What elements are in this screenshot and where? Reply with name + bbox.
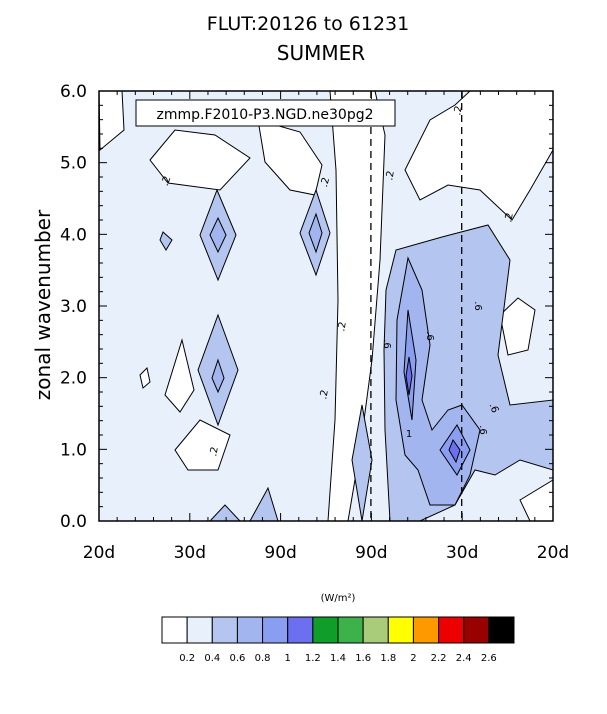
contour-region bbox=[159, 231, 173, 251]
colorbar-swatch bbox=[337, 616, 364, 644]
colorbar-label: 0.8 bbox=[255, 653, 271, 664]
chart-subtitle: SUMMER bbox=[277, 41, 365, 65]
contour-label: .2 bbox=[384, 170, 396, 181]
colorbar-units: (W/m²) bbox=[321, 593, 356, 604]
contour-label: .2 bbox=[319, 176, 332, 188]
x-tick-label: 30d bbox=[174, 543, 206, 563]
contour-label: 1 bbox=[406, 429, 412, 440]
colorbar-swatch bbox=[488, 616, 515, 644]
contour-label: .6 bbox=[424, 331, 435, 341]
colorbar-label: 1 bbox=[285, 653, 291, 664]
x-tick-label: 20d bbox=[537, 543, 569, 563]
colorbar-label: 2.6 bbox=[481, 653, 497, 664]
contour-region bbox=[174, 419, 231, 471]
y-tick-label: 1.0 bbox=[60, 440, 87, 460]
plot-area: .2 .2 .2 .2 .2 .2 .2 .2 .6 .6 .6 .6 .6 1… bbox=[60, 82, 569, 563]
y-tick-label: 2.0 bbox=[60, 369, 87, 389]
y-tick-label: 5.0 bbox=[60, 154, 87, 174]
colorbar-label: 0.6 bbox=[229, 653, 245, 664]
colorbar-swatch bbox=[262, 616, 289, 644]
x-tick-labels: 20d 30d 90d 90d 30d 20d bbox=[83, 543, 569, 563]
x-tick-label: 20d bbox=[83, 543, 115, 563]
colorbar-label: 0.4 bbox=[204, 653, 220, 664]
contour-label: .6 bbox=[477, 425, 488, 435]
colorbar-swatch bbox=[312, 616, 339, 644]
colorbar-swatch bbox=[236, 616, 264, 644]
colorbar-label: 2 bbox=[410, 653, 416, 664]
contour-label: .2 bbox=[452, 105, 464, 116]
y-tick-label: 4.0 bbox=[60, 225, 87, 245]
colorbar-swatch bbox=[463, 616, 490, 644]
contour-label: .6 bbox=[472, 301, 483, 311]
y-tick-labels: 0.0 1.0 2.0 3.0 4.0 5.0 6.0 bbox=[60, 82, 87, 532]
colorbar-swatch bbox=[287, 616, 314, 644]
colorbar-label: 1.2 bbox=[305, 653, 321, 664]
contour-label: .2 bbox=[160, 175, 174, 188]
colorbar-swatch bbox=[438, 616, 465, 644]
y-axis-label: zonal wavenumber bbox=[31, 209, 55, 400]
colorbar-swatch bbox=[211, 616, 238, 644]
contour-region bbox=[149, 129, 251, 191]
contour-label: .6 bbox=[381, 339, 392, 349]
chart-title: FLUT:20126 to 61231 bbox=[207, 13, 409, 35]
x-tick-label: 90d bbox=[264, 543, 296, 563]
contour-region bbox=[404, 90, 554, 221]
contour-label: .6 bbox=[487, 402, 501, 415]
y-tick-label: 3.0 bbox=[60, 297, 87, 317]
contour-region bbox=[327, 90, 386, 522]
colorbar-label: 2.4 bbox=[456, 653, 472, 664]
colorbar-label: 1.4 bbox=[330, 653, 346, 664]
colorbar-label: 0.2 bbox=[179, 653, 195, 664]
colorbar-swatch bbox=[161, 616, 188, 644]
colorbar-label: 2.2 bbox=[431, 653, 447, 664]
y-tick-label: 0.0 bbox=[60, 512, 87, 532]
colorbar-swatch bbox=[412, 616, 440, 644]
contour-region bbox=[448, 438, 461, 464]
y-tick-label: 6.0 bbox=[60, 82, 87, 102]
colorbar-swatch bbox=[362, 616, 389, 644]
x-tick-label: 90d bbox=[355, 543, 387, 563]
contour-region bbox=[405, 356, 413, 396]
annotation-text: zmmp.F2010-P3.NGD.ne30pg2 bbox=[156, 107, 373, 123]
contour-region bbox=[308, 212, 323, 254]
contour-region bbox=[499, 297, 536, 356]
contour-region bbox=[211, 358, 225, 394]
contour-region bbox=[139, 366, 151, 389]
contour-label: .2 bbox=[503, 212, 515, 223]
annotation-box bbox=[135, 99, 396, 127]
colorbar-swatch bbox=[387, 616, 414, 644]
colorbar-swatch bbox=[186, 616, 213, 644]
contour-region bbox=[164, 338, 195, 413]
colorbar: 0.2 0.4 0.6 0.8 1 1.2 1.4 1.6 1.8 2 2.2 2.4 2.6 bbox=[161, 616, 515, 664]
x-tick-label: 30d bbox=[446, 543, 478, 563]
contour-label: .2 bbox=[318, 389, 330, 400]
filled-contours bbox=[98, 90, 554, 522]
contour-labels: .2 .2 .2 .2 .2 .2 .2 .2 .6 .6 .6 .6 .6 1 bbox=[160, 105, 516, 457]
colorbar-label: 1.6 bbox=[355, 653, 371, 664]
contour-label: .2 bbox=[336, 321, 348, 332]
contour-region bbox=[209, 216, 227, 254]
axis-ticks bbox=[98, 90, 554, 522]
contour-label: .2 bbox=[208, 446, 220, 457]
colorbar-label: 1.8 bbox=[380, 653, 396, 664]
